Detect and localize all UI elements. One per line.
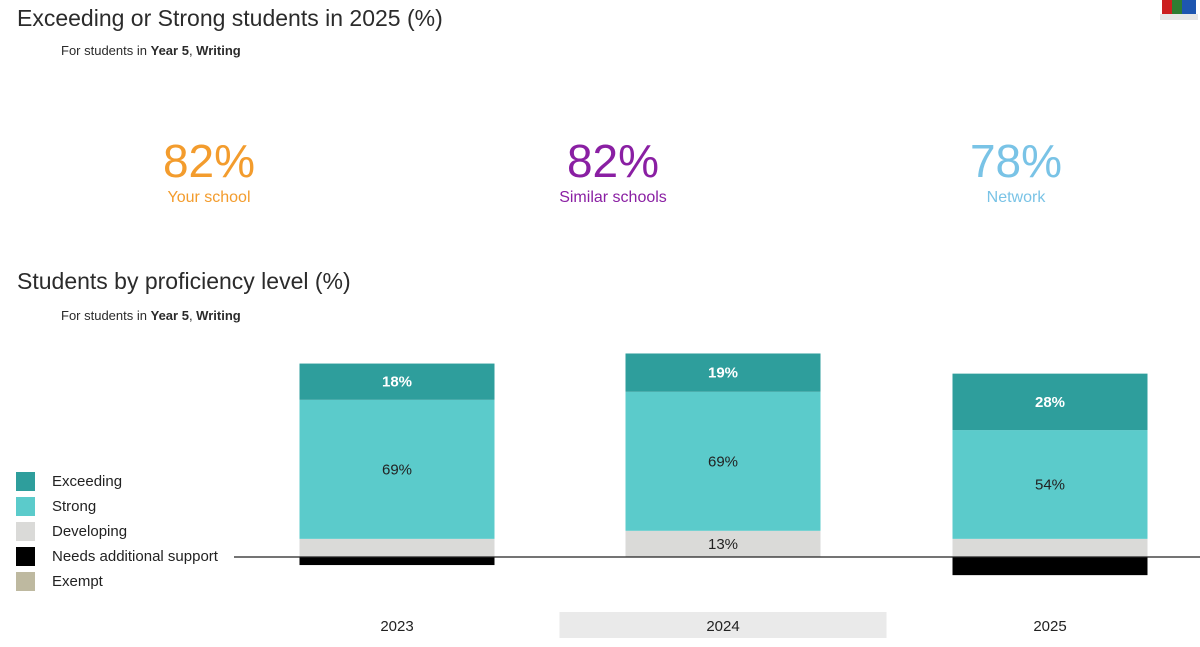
legend-item-developing[interactable]: Developing	[16, 519, 218, 544]
legend-item-needs-support[interactable]: Needs additional support	[16, 544, 218, 569]
data-label: 69%	[382, 461, 412, 478]
bar-segment-developing	[952, 538, 1148, 557]
kpi-similar-schools: 82% Similar schools	[493, 135, 733, 208]
app-logo-icon	[1160, 0, 1198, 20]
subtitle-domain: Writing	[196, 308, 241, 323]
bar-segment-exceeding	[952, 373, 1148, 431]
x-tick-label: 2024	[706, 618, 739, 635]
bar-segment-strong	[952, 430, 1148, 539]
bar-segment-needs-additional-support	[299, 557, 495, 566]
x-tick-label: 2023	[380, 618, 413, 635]
subtitle-separator: ,	[188, 308, 197, 323]
subtitle-year-level: Year 5	[150, 308, 189, 323]
category-highlight	[559, 612, 887, 638]
data-label: 54%	[1035, 476, 1065, 493]
legend-label: Needs additional support	[52, 548, 218, 565]
bar-segment-developing	[299, 538, 495, 557]
legend-swatch	[16, 472, 35, 491]
legend-swatch	[16, 522, 35, 541]
kpi-label: Your school	[167, 189, 251, 206]
legend-swatch	[16, 572, 35, 591]
data-label: 19%	[708, 365, 738, 382]
bar-segment-exceeding	[299, 363, 495, 400]
kpi-label: Similar schools	[559, 189, 667, 206]
legend-swatch	[16, 497, 35, 516]
legend-label: Strong	[52, 498, 97, 515]
legend-item-strong[interactable]: Strong	[16, 494, 218, 519]
bar-segment-strong	[299, 399, 495, 539]
bar-segment-developing	[625, 530, 821, 557]
legend-label: Exempt	[52, 573, 103, 590]
kpi-network: 78% Network	[896, 135, 1136, 208]
data-label: 69%	[708, 453, 738, 470]
legend-label: Developing	[52, 523, 128, 540]
kpi-label: Network	[986, 189, 1046, 206]
subtitle-prefix: For students in	[61, 308, 151, 323]
kpi-value: 78%	[969, 135, 1063, 187]
data-label: 18%	[382, 374, 412, 391]
page-subtitle: For students in Year 5, Writing	[61, 43, 241, 58]
page-title: Exceeding or Strong students in 2025 (%)	[17, 5, 443, 31]
legend-swatch	[16, 547, 35, 566]
x-tick-label: 2025	[1033, 618, 1066, 635]
subtitle-separator: ,	[188, 43, 197, 58]
legend-item-exceeding[interactable]: Exceeding	[16, 469, 218, 494]
data-label: 28%	[1035, 394, 1065, 411]
subtitle-domain: Writing	[196, 43, 241, 58]
legend-label: Exceeding	[52, 473, 123, 490]
subtitle-prefix: For students in	[61, 43, 151, 58]
legend-item-exempt[interactable]: Exempt	[16, 569, 218, 594]
kpi-value: 82%	[566, 135, 660, 187]
subtitle-year-level: Year 5	[150, 43, 189, 58]
data-label: 13%	[708, 536, 738, 553]
chart-legend: Exceeding Strong Developing Needs additi…	[16, 469, 218, 594]
section-title: Students by proficiency level (%)	[17, 268, 351, 294]
kpi-your-school: 82% Your school	[89, 135, 329, 208]
bar-segment-exceeding	[625, 353, 821, 392]
section-subtitle: For students in Year 5, Writing	[61, 308, 241, 323]
kpi-value: 82%	[162, 135, 256, 187]
bar-segment-needs-additional-support	[952, 557, 1148, 576]
bar-segment-strong	[625, 391, 821, 531]
